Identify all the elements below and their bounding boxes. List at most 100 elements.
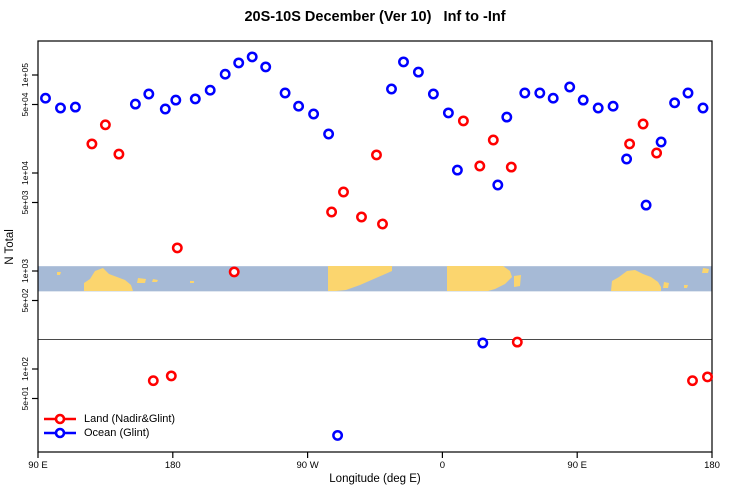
land-data-point — [171, 242, 183, 254]
y-tick-label: 5e+02 — [20, 288, 30, 312]
land-data-point — [505, 161, 517, 173]
ocean-data-point — [412, 66, 424, 78]
ocean-data-point — [246, 51, 258, 63]
land-data-point — [228, 266, 240, 278]
y-tick-label: 1e+05 — [20, 63, 30, 87]
y-tick-label: 1e+03 — [20, 259, 30, 283]
map-band-land — [137, 278, 146, 283]
ocean-data-point — [308, 108, 320, 120]
x-tick-label: 90 E — [567, 460, 587, 471]
ocean-data-point — [564, 81, 576, 93]
legend: Land (Nadir&Glint) Ocean (Glint) — [42, 412, 175, 439]
land-data-point — [687, 375, 698, 387]
ocean-data-point — [427, 88, 439, 100]
land-data-point — [99, 119, 111, 131]
land-data-point — [457, 115, 469, 127]
land-series-marker-icon — [44, 413, 76, 424]
map-band-land — [702, 268, 709, 273]
land-data-point — [326, 206, 338, 218]
ocean-data-point — [219, 68, 231, 80]
ocean-data-point — [442, 107, 454, 119]
land-data-point — [637, 118, 649, 130]
ocean-data-point — [577, 94, 589, 106]
land-data-point — [86, 138, 98, 150]
ocean-data-point — [260, 61, 272, 73]
map-band-land — [190, 281, 194, 283]
ocean-data-point — [451, 164, 463, 176]
ocean-data-point — [501, 111, 513, 123]
x-axis-label: Longitude (deg E) — [329, 473, 421, 485]
map-band-land — [447, 266, 512, 291]
y-tick-label: 5e+04 — [20, 92, 30, 116]
land-data-point — [165, 370, 177, 382]
ocean-data-point — [332, 429, 344, 441]
ocean-data-point — [233, 57, 245, 69]
ocean-data-point — [492, 179, 504, 191]
land-data-point — [356, 211, 367, 223]
map-band-land — [611, 270, 661, 291]
ocean-data-point — [669, 97, 681, 109]
map-band-land — [152, 279, 158, 282]
ocean-data-point — [547, 92, 559, 104]
land-data-point — [113, 148, 125, 160]
ocean-series-marker-icon — [44, 427, 76, 438]
land-data-point — [338, 186, 349, 198]
legend-label-ocean: Ocean (Glint) — [84, 426, 150, 439]
land-data-point — [147, 375, 159, 387]
ocean-data-point — [204, 84, 216, 96]
y-tick-label: 5e+01 — [20, 386, 30, 410]
ocean-data-point — [398, 56, 409, 68]
ocean-data-point — [519, 87, 531, 99]
ocean-data-point — [69, 101, 81, 113]
ocean-data-point — [40, 92, 51, 104]
ocean-data-point — [607, 100, 619, 112]
ocean-data-point — [640, 199, 652, 211]
x-tick-label: 90 W — [297, 460, 319, 471]
legend-item-ocean: Ocean (Glint) — [42, 426, 175, 439]
land-data-point — [371, 149, 382, 161]
ocean-data-point — [293, 100, 305, 112]
legend-label-land: Land (Nadir&Glint) — [84, 412, 176, 425]
x-tick-label: 0 — [440, 460, 445, 471]
land-data-point — [377, 218, 388, 230]
land-data-point — [474, 160, 486, 172]
ocean-data-point — [534, 87, 546, 99]
ocean-data-point — [143, 88, 155, 100]
ocean-data-point — [279, 87, 291, 99]
x-tick-label: 180 — [165, 460, 181, 471]
map-band-land — [663, 282, 669, 288]
y-axis-label: N Total — [4, 229, 16, 265]
ocean-data-point — [592, 102, 604, 114]
map-band-land — [84, 268, 133, 291]
ocean-data-point — [189, 93, 201, 105]
ocean-data-point — [697, 102, 709, 114]
ocean-data-point — [386, 83, 397, 95]
ocean-data-point — [621, 153, 633, 165]
map-band-land — [328, 266, 392, 291]
land-data-point — [511, 336, 523, 348]
map-band-land — [514, 275, 521, 287]
land-data-point — [624, 138, 636, 150]
y-tick-label: 5e+03 — [20, 190, 30, 214]
ocean-data-point — [129, 98, 141, 110]
land-data-point — [651, 147, 663, 159]
y-tick-label: 1e+04 — [20, 161, 30, 185]
map-band-land — [684, 285, 688, 288]
map-band-land — [57, 272, 61, 275]
ocean-data-point — [55, 102, 66, 114]
ocean-data-point — [170, 94, 182, 106]
ocean-data-point — [477, 337, 489, 349]
legend-item-land: Land (Nadir&Glint) — [42, 412, 175, 425]
x-tick-label: 90 E — [28, 460, 48, 471]
plot-box — [37, 40, 713, 453]
chart-title: 20S-10S December (Ver 10) Inf to -Inf — [244, 9, 506, 25]
ocean-data-point — [655, 136, 667, 148]
x-tick-label: 180 — [704, 460, 720, 471]
ocean-data-point — [682, 87, 694, 99]
y-tick-label: 1e+02 — [20, 357, 30, 381]
land-data-point — [702, 371, 713, 383]
ocean-data-point — [323, 128, 335, 140]
ocean-data-point — [159, 103, 171, 115]
